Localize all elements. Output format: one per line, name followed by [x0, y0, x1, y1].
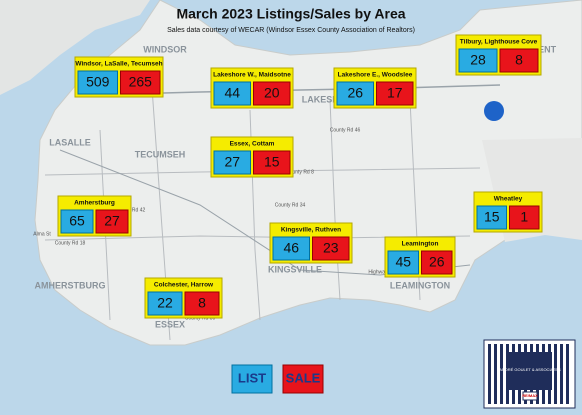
list-count: 46	[283, 240, 299, 256]
sale-cell	[120, 70, 161, 95]
subtitle: Sales data courtesy of WECAR (Windsor Es…	[167, 27, 415, 34]
sale-count: 26	[429, 254, 445, 270]
area-name: Lakeshore E., Woodslee	[338, 72, 413, 79]
list-count: 15	[484, 209, 500, 225]
list-count: 28	[470, 52, 486, 68]
logo-stripe	[488, 344, 491, 404]
place-label: LEAMINGTON	[390, 280, 450, 290]
sale-cell	[184, 291, 220, 316]
logo-stripe	[560, 344, 563, 404]
sale-cell	[421, 250, 453, 275]
road-label: Highway 3	[368, 269, 392, 275]
place-label: WINDSOR	[143, 44, 187, 54]
list-cell	[476, 205, 507, 230]
map-pin	[484, 101, 504, 121]
logo-stripe	[566, 344, 569, 404]
list-count: 44	[224, 85, 240, 101]
sale-count: 8	[198, 295, 206, 311]
list-cell	[147, 291, 183, 316]
legend-list: LIST	[238, 370, 266, 385]
list-count: 26	[347, 85, 363, 101]
place-label: TECUMSEH	[135, 149, 186, 159]
list-cell	[336, 81, 374, 106]
area-name: Windsor, LaSalle, Tecumseh	[75, 61, 162, 68]
road-label: County Rd 34	[275, 202, 306, 208]
list-cell	[272, 236, 310, 261]
list-count: 65	[69, 213, 85, 229]
area-name: Colchester, Harrow	[154, 282, 214, 289]
title: March 2023 Listings/Sales by Area	[176, 6, 405, 22]
area-name: Wheatley	[494, 196, 523, 203]
list-count: 509	[86, 74, 110, 90]
area-name: Amherstburg	[74, 200, 115, 207]
logo: ANDRÉ GOULET & ASSOCIATES RE/MAX	[483, 339, 576, 409]
area-name: Essex, Cottam	[230, 141, 275, 148]
list-cell	[213, 81, 251, 106]
legend-sale-swatch	[282, 364, 324, 394]
list-cell	[213, 150, 251, 175]
place-label: AMHERSTBURG	[35, 280, 106, 290]
list-cell	[77, 70, 118, 95]
sale-cell	[95, 209, 129, 234]
list-count: 27	[224, 154, 240, 170]
logo-stripe	[494, 344, 497, 404]
area-name: Lakeshore W., Maidsotne	[213, 72, 291, 79]
road-label: County Rd 46	[330, 127, 361, 133]
logo-stripe	[500, 344, 503, 404]
sale-count: 15	[264, 154, 280, 170]
logo-stripe	[506, 344, 509, 404]
us-land	[0, 0, 150, 95]
place-label: LASALLE	[49, 137, 91, 147]
sale-count: 265	[129, 74, 153, 90]
sale-count: 17	[387, 85, 403, 101]
sale-cell	[509, 205, 540, 230]
sale-count: 27	[104, 213, 120, 229]
road-label: County Rd 8	[286, 169, 314, 175]
sale-cell	[312, 236, 350, 261]
logo-name: ANDRÉ GOULET & ASSOCIATES	[499, 367, 561, 372]
sale-cell	[499, 48, 539, 73]
road-label: County Rd 18	[55, 240, 86, 246]
list-count: 45	[395, 254, 411, 270]
road-label: Alma St	[33, 231, 51, 237]
legend-sale: SALE	[286, 370, 321, 385]
place-label: ESSEX	[155, 319, 185, 329]
area-name: Leamington	[402, 241, 439, 248]
legend-list-swatch	[231, 364, 273, 394]
list-count: 22	[157, 295, 173, 311]
list-cell	[458, 48, 498, 73]
logo-stripe	[554, 344, 557, 404]
area-name: Kingsville, Ruthven	[281, 227, 341, 234]
sale-cell	[376, 81, 414, 106]
logo-brand: RE/MAX	[522, 393, 538, 398]
list-cell	[387, 250, 419, 275]
area-name: Tilbury, Lighthouse Cove	[460, 39, 538, 46]
list-cell	[60, 209, 94, 234]
place-label: LAKESHORE	[302, 94, 359, 104]
sale-count: 20	[264, 85, 280, 101]
sale-cell	[253, 81, 291, 106]
sale-count: 1	[520, 209, 528, 225]
sale-count: 8	[515, 52, 523, 68]
sale-count: 23	[323, 240, 339, 256]
place-label: KINGSVILLE	[268, 264, 322, 274]
sale-cell	[253, 150, 291, 175]
